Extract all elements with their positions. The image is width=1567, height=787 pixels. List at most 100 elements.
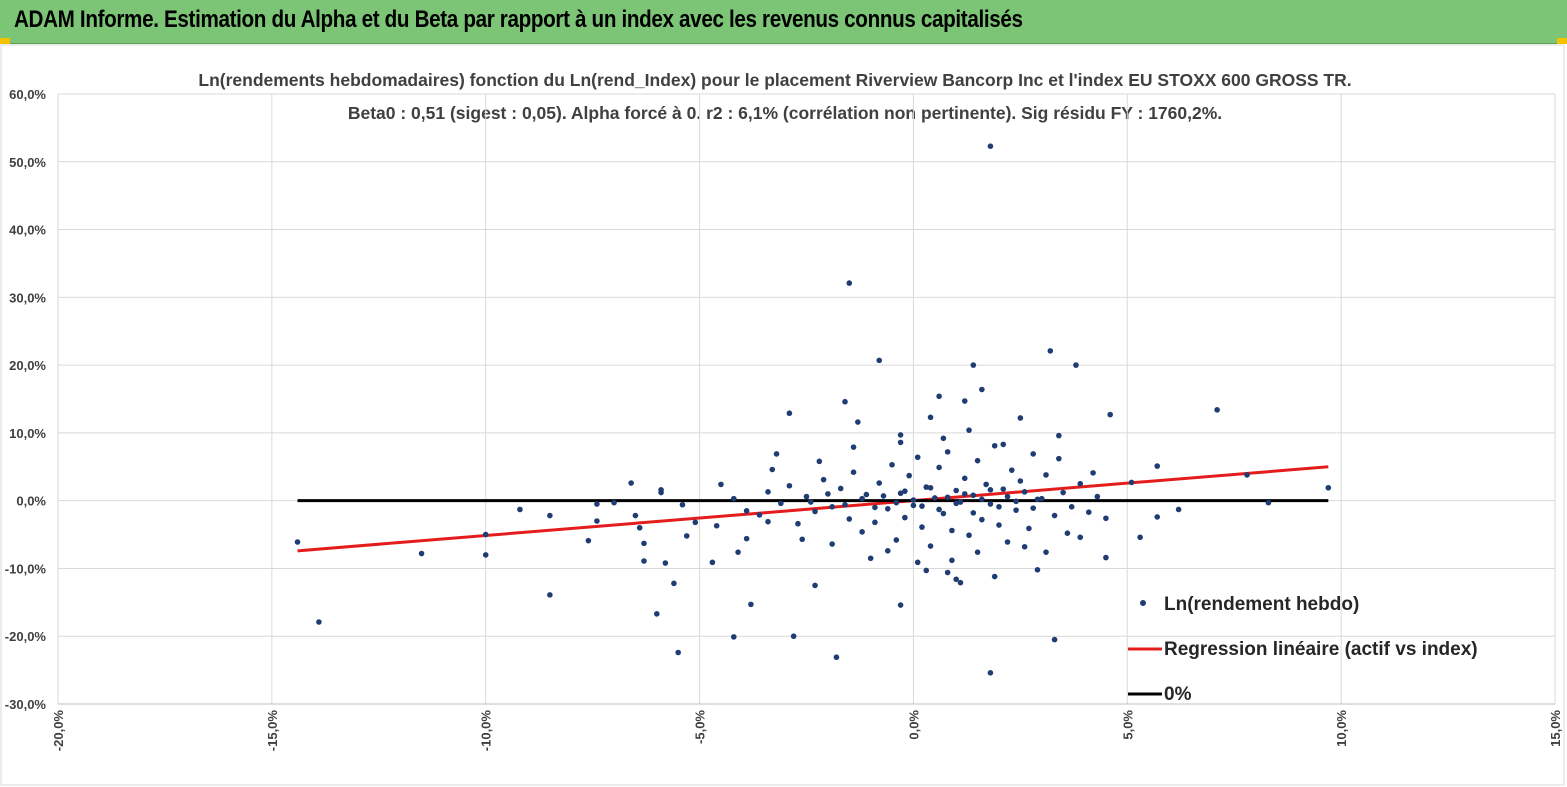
data-point <box>846 280 853 286</box>
data-point <box>927 484 934 491</box>
data-point <box>1013 498 1019 505</box>
data-point <box>743 508 750 514</box>
chart-title-line-2: Beta0 : 0,51 (sigest : 0,05). Alpha forc… <box>348 103 1222 123</box>
data-point <box>872 504 878 511</box>
data-point <box>1064 530 1071 536</box>
data-point <box>765 518 771 525</box>
data-point <box>1021 489 1028 495</box>
legend-marker-points <box>1140 600 1146 606</box>
data-point <box>850 469 857 476</box>
data-point <box>632 512 639 519</box>
data-point <box>991 442 998 449</box>
data-point <box>1094 493 1101 500</box>
data-point <box>795 520 801 527</box>
data-point <box>1103 515 1109 522</box>
data-point <box>979 386 985 393</box>
data-point <box>803 493 810 500</box>
data-point <box>654 611 660 617</box>
y-tick-label: -20,0% <box>5 629 47 644</box>
data-point <box>902 514 908 521</box>
data-point <box>1154 463 1161 469</box>
data-point <box>1068 503 1075 510</box>
data-point <box>1077 480 1084 487</box>
data-point <box>923 567 930 574</box>
data-point <box>940 435 947 442</box>
data-point <box>970 362 977 368</box>
x-tick-label: -20,0% <box>51 710 66 752</box>
data-point <box>902 488 908 494</box>
data-point <box>799 536 806 543</box>
data-point <box>859 529 865 535</box>
data-point <box>961 398 968 404</box>
data-point <box>679 501 686 508</box>
data-point <box>897 602 904 608</box>
data-point <box>936 464 942 471</box>
data-point <box>846 516 853 522</box>
chart-area <box>0 44 1565 786</box>
y-tick-label: 50,0% <box>9 155 46 170</box>
data-point <box>884 548 891 554</box>
data-point <box>316 619 322 625</box>
data-point <box>876 480 883 486</box>
data-point <box>1103 554 1109 561</box>
data-point <box>996 522 1002 528</box>
data-point <box>987 487 994 493</box>
data-point <box>820 476 827 483</box>
data-point <box>829 503 835 510</box>
data-point <box>966 532 972 539</box>
corner-marker-left <box>0 38 10 44</box>
data-point <box>517 506 523 513</box>
data-point <box>1004 539 1011 545</box>
data-point <box>867 555 874 562</box>
scatter-chart: Ln(rendements hebdomadaires) fonction du… <box>0 44 1565 786</box>
data-point <box>718 481 724 488</box>
data-point <box>1000 441 1007 448</box>
y-tick-label: -30,0% <box>5 697 47 712</box>
y-tick-label: 20,0% <box>9 358 46 373</box>
data-point <box>923 484 930 490</box>
data-point <box>1051 636 1058 643</box>
data-point <box>919 524 925 530</box>
regression-line <box>297 465 1329 553</box>
legend-label-zero: 0% <box>1164 684 1192 705</box>
data-point <box>1013 507 1019 513</box>
data-point <box>671 580 677 587</box>
data-point <box>936 506 942 513</box>
data-point <box>842 398 848 405</box>
data-point <box>1017 415 1024 421</box>
data-point <box>961 491 968 497</box>
data-point <box>1000 486 1007 492</box>
data-point <box>906 472 912 479</box>
data-point <box>786 482 793 489</box>
data-point <box>897 432 904 438</box>
x-tick-label: 5,0% <box>1120 710 1135 740</box>
data-point <box>949 527 955 534</box>
data-point <box>594 518 600 524</box>
data-point <box>683 533 690 539</box>
data-point <box>730 495 737 502</box>
data-point <box>482 531 489 538</box>
data-point <box>833 654 840 661</box>
data-point <box>953 487 959 494</box>
data-point <box>1107 411 1113 418</box>
data-point <box>970 492 977 499</box>
data-point <box>957 499 964 505</box>
data-point <box>1060 489 1066 496</box>
data-point <box>594 501 600 507</box>
x-tick-label: 15,0% <box>1548 710 1563 747</box>
data-point <box>944 449 951 455</box>
data-point <box>611 499 617 506</box>
data-point <box>974 457 981 464</box>
data-point <box>1085 509 1092 515</box>
report-title: ADAM Informe. Estimation du Alpha et du … <box>14 6 1023 33</box>
data-point <box>876 357 883 364</box>
legend: Ln(rendement hebdo) Regression linéaire … <box>1128 594 1478 705</box>
data-point <box>987 501 994 507</box>
data-point <box>294 539 301 545</box>
data-point <box>953 500 959 507</box>
data-point <box>1073 362 1079 368</box>
data-point <box>859 495 865 502</box>
data-point <box>987 670 994 676</box>
data-point <box>748 601 754 608</box>
data-point <box>1047 348 1054 354</box>
